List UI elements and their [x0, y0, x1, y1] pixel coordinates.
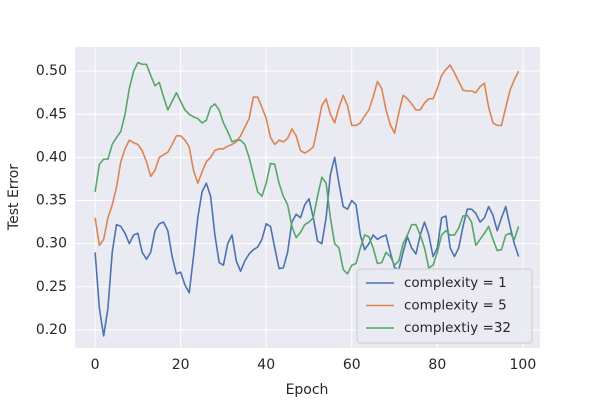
legend-label: complextiy =32: [404, 320, 511, 336]
y-tick-label: 0.20: [36, 322, 67, 338]
series-line: [94, 61, 520, 275]
x-tick-label: 20: [172, 357, 190, 373]
y-tick-label: 0.50: [36, 63, 67, 79]
lines: [94, 61, 520, 337]
y-tick-label: 0.40: [36, 149, 67, 165]
legend-label: complexity = 5: [404, 298, 507, 314]
x-tick-label: 100: [510, 357, 537, 373]
legend-box: [356, 268, 533, 344]
y-tick-label: 0.30: [36, 236, 67, 252]
y-tick-label: 0.35: [36, 193, 67, 209]
y-tick-label: 0.25: [36, 279, 67, 295]
series-line: [94, 64, 520, 247]
legend-label: complexity = 1: [404, 275, 507, 291]
x-axis-label: Epoch: [286, 382, 329, 398]
y-axis-label: Test Error: [6, 164, 22, 231]
x-tick-label: 60: [343, 357, 361, 373]
x-tick-label: 0: [91, 357, 100, 373]
legend: complexity = 1 complexity = 5 complextiy =…: [356, 268, 533, 344]
x-tick-label: 80: [428, 357, 446, 373]
y-tick-label: 0.45: [36, 106, 67, 122]
x-tick-label: 40: [257, 357, 275, 373]
